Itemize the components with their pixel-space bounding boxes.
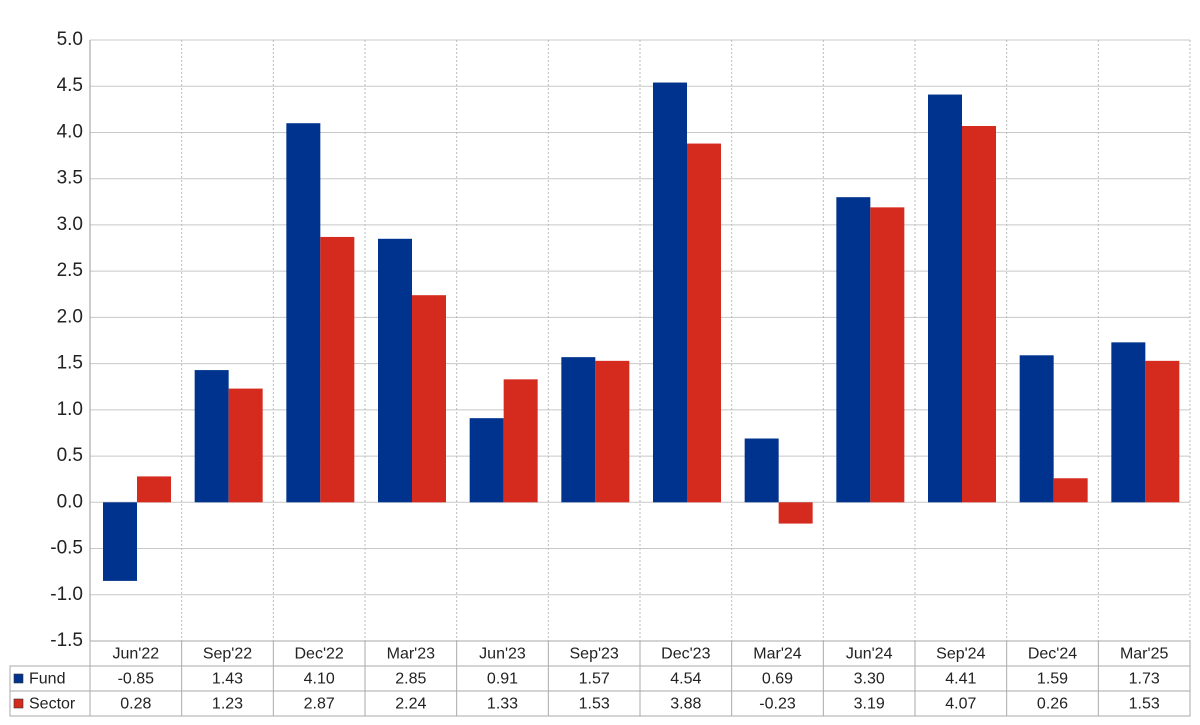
y-tick-label: 3.0: [57, 214, 83, 235]
bar: [870, 207, 905, 503]
table-value: 4.07: [945, 696, 976, 713]
y-tick-label: 2.5: [57, 260, 83, 281]
table-value: 4.54: [670, 671, 701, 688]
table-value: 4.10: [304, 671, 335, 688]
table-value: 4.41: [945, 671, 976, 688]
table-value: 2.87: [304, 696, 335, 713]
legend-label: Fund: [29, 671, 65, 688]
table-value: 1.23: [212, 696, 243, 713]
x-tick-label: Dec'22: [295, 646, 344, 663]
y-tick-label: -1.0: [50, 584, 83, 605]
legend-swatch: [13, 673, 24, 684]
x-tick-label: Jun'22: [113, 646, 160, 663]
y-tick-label: -0.5: [50, 538, 83, 559]
table-value: 0.69: [762, 671, 793, 688]
table-value: 1.43: [212, 671, 243, 688]
x-tick-label: Mar'24: [753, 646, 802, 663]
table-value: -0.85: [118, 671, 155, 688]
table-value: 1.33: [487, 696, 518, 713]
table-value: 0.28: [120, 696, 151, 713]
bar: [286, 123, 321, 503]
x-tick-label: Dec'23: [661, 646, 710, 663]
table-value: 1.59: [1037, 671, 1068, 688]
table-value: 2.85: [395, 671, 426, 688]
x-tick-label: Jun'24: [846, 646, 893, 663]
bar: [137, 476, 171, 503]
bar: [469, 418, 504, 503]
y-tick-label: 3.5: [57, 168, 83, 189]
table-value: 3.30: [854, 671, 885, 688]
x-tick-label: Sep'23: [570, 646, 619, 663]
y-tick-label: 4.0: [57, 121, 83, 142]
y-tick-label: 0.5: [57, 445, 83, 466]
y-tick-label: -1.5: [50, 630, 83, 651]
bar: [962, 125, 996, 503]
bar: [103, 502, 137, 581]
bar: [412, 295, 446, 503]
bar: [687, 143, 721, 503]
bar: [778, 502, 813, 524]
x-tick-label: Jun'23: [479, 646, 526, 663]
bar: [744, 438, 779, 503]
table-value: 1.53: [579, 696, 610, 713]
x-tick-label: Sep'24: [936, 646, 985, 663]
y-tick-label: 1.5: [57, 353, 83, 374]
x-tick-label: Mar'25: [1120, 646, 1169, 663]
bar: [653, 82, 687, 503]
y-tick-label: 0.0: [57, 491, 83, 512]
bar: [1111, 342, 1146, 503]
bar: [1019, 355, 1054, 503]
table-value: 1.53: [1129, 696, 1160, 713]
table-value: 0.91: [487, 671, 518, 688]
x-tick-label: Sep'22: [203, 646, 252, 663]
bar: [320, 236, 355, 503]
bar: [928, 94, 962, 503]
legend-label: Sector: [29, 696, 76, 713]
table-value: 1.57: [579, 671, 610, 688]
x-tick-label: Dec'24: [1028, 646, 1077, 663]
legend-swatch: [13, 698, 24, 709]
y-tick-label: 4.5: [57, 75, 83, 96]
table-value: -0.23: [759, 696, 796, 713]
bar: [228, 388, 263, 503]
bar: [194, 370, 229, 503]
bar: [836, 197, 871, 503]
table-value: 0.26: [1037, 696, 1068, 713]
y-tick-label: 2.0: [57, 306, 83, 327]
table-value: 2.24: [395, 696, 426, 713]
x-tick-label: Mar'23: [387, 646, 436, 663]
bar: [561, 357, 596, 503]
bar: [378, 238, 412, 503]
bar: [595, 360, 630, 503]
bar: [503, 379, 538, 503]
bar: [1145, 360, 1180, 503]
y-tick-label: 1.0: [57, 399, 83, 420]
table-row: [9, 690, 1191, 717]
table-value: 1.73: [1129, 671, 1160, 688]
y-tick-label: 5.0: [57, 29, 83, 50]
table-value: 3.19: [854, 696, 885, 713]
bar: [1053, 478, 1088, 503]
table-value: 3.88: [670, 696, 701, 713]
